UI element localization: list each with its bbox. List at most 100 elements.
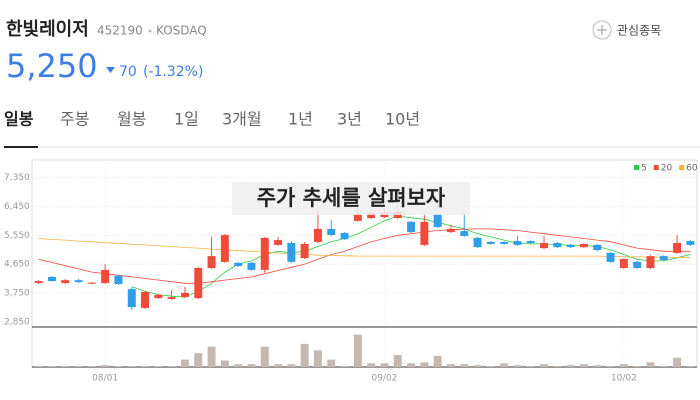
volume-bar xyxy=(433,355,442,367)
candle-body xyxy=(287,242,296,262)
volume-bar xyxy=(513,365,522,367)
volume-bar xyxy=(606,366,615,367)
volume-bar xyxy=(234,364,243,367)
volume-bar xyxy=(420,362,429,367)
candle-body xyxy=(486,242,495,244)
change-pct: (-1.32%) xyxy=(143,64,203,80)
y-tick-label: 3,750 xyxy=(4,288,30,298)
volume-bar xyxy=(141,366,150,367)
volume-bar xyxy=(207,346,216,367)
candle-body xyxy=(673,242,682,253)
candle-body xyxy=(407,221,416,233)
volume-bar xyxy=(460,364,469,367)
volume-bar xyxy=(486,366,495,367)
candle-body xyxy=(420,221,429,245)
down-triangle xyxy=(106,67,115,73)
tab[interactable]: 3개월 xyxy=(222,110,262,129)
volume-bar xyxy=(127,366,136,367)
chart-title: 주가 추세를 살펴보자 xyxy=(257,186,446,210)
candle-body xyxy=(433,214,442,227)
volume-bar xyxy=(540,364,549,367)
market: KOSDAQ xyxy=(156,24,207,38)
y-tick-label: 5,550 xyxy=(4,231,30,241)
volume-bar xyxy=(593,365,602,367)
volume-bar xyxy=(367,363,376,367)
candle-body xyxy=(260,237,269,270)
watchlist-button[interactable]: 관심종목 xyxy=(592,20,661,40)
volume-bar xyxy=(114,366,123,367)
volume-bar xyxy=(313,350,322,367)
volume-bar xyxy=(646,362,655,367)
candle-body xyxy=(61,280,70,284)
y-tick-label: 2,850 xyxy=(4,317,30,327)
volume-bar xyxy=(553,366,562,367)
volume-bar xyxy=(260,346,269,367)
candle-body xyxy=(114,275,123,284)
volume-bar xyxy=(380,363,389,367)
volume-bar xyxy=(473,365,482,367)
tab[interactable]: 1년 xyxy=(288,110,313,129)
plus xyxy=(597,25,607,35)
volume-bar xyxy=(446,364,455,367)
tab[interactable]: 1일 xyxy=(174,110,199,129)
candle-body xyxy=(579,243,588,248)
stock-code: 452190 xyxy=(97,24,143,38)
candle-body xyxy=(234,262,243,267)
price: 5,250 xyxy=(6,47,98,85)
candle-body xyxy=(247,262,256,270)
tab[interactable]: 월봉 xyxy=(117,110,146,129)
candle-body xyxy=(300,243,309,259)
x-tick-label: 08/01 xyxy=(92,374,118,384)
candle-body xyxy=(207,256,216,268)
volume-bar xyxy=(287,364,296,367)
tab[interactable]: 10년 xyxy=(385,110,420,129)
candle-body xyxy=(460,231,469,236)
volume-bar xyxy=(34,366,43,367)
candle-body xyxy=(606,252,615,262)
volume-bar xyxy=(247,364,256,367)
y-tick-label: 4,650 xyxy=(4,260,30,270)
change: 70 xyxy=(119,64,137,80)
watchlist-label: 관심종목 xyxy=(617,24,661,38)
candle-body xyxy=(659,256,668,260)
candle-body xyxy=(513,241,522,245)
candle-body xyxy=(566,244,575,248)
candle-body xyxy=(633,261,642,268)
volume-bar xyxy=(500,363,509,367)
candle-body xyxy=(101,269,110,284)
candle-body xyxy=(553,242,562,248)
legend-label: 5 xyxy=(641,164,647,174)
candle-body xyxy=(274,240,283,245)
candle-body xyxy=(340,233,349,240)
volume-bar xyxy=(180,359,189,367)
candle-body xyxy=(327,228,336,235)
candle-body xyxy=(500,242,509,244)
volume-bar xyxy=(274,364,283,367)
tab[interactable]: 주봉 xyxy=(60,110,89,129)
candle-body xyxy=(74,280,83,283)
x-tick-label: 10/02 xyxy=(611,374,637,384)
candle-body xyxy=(367,212,376,218)
candle-body xyxy=(686,241,695,245)
volume-bar xyxy=(220,360,229,367)
volume-bar xyxy=(87,366,96,367)
candle-body xyxy=(167,297,176,300)
tab[interactable]: 3년 xyxy=(337,110,362,129)
candle-body xyxy=(34,281,43,284)
watchlist-icon xyxy=(592,20,612,40)
y-tick-label: 7,350 xyxy=(4,173,30,183)
legend-swatch xyxy=(634,165,639,170)
volume-bar xyxy=(167,366,176,367)
candle-body xyxy=(540,242,549,249)
x-tick-label: 09/02 xyxy=(371,374,397,384)
volume-bar xyxy=(340,366,349,367)
volume-bar xyxy=(673,357,682,367)
candle-body xyxy=(619,259,628,268)
tabs: 일봉 주봉 월봉 1일 3개월 1년 3년 10년 xyxy=(4,110,420,129)
ma-line xyxy=(38,238,691,258)
tab[interactable]: 일봉 xyxy=(4,110,34,129)
volume-bar xyxy=(659,366,668,367)
candle-body xyxy=(127,289,136,308)
plot: 2,850 3,750 4,650 5,550 6,450 7,350 08/01 09/02… xyxy=(4,160,698,384)
